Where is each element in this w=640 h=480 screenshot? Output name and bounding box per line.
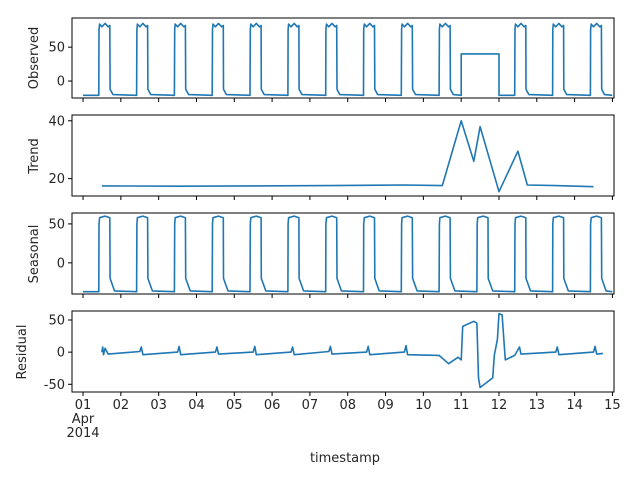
observed-line <box>83 22 613 97</box>
residual-y-tick-label: 0 <box>57 346 65 361</box>
x-tick-label: 07 <box>302 398 319 413</box>
seasonal-y-ticks: 0 50 <box>48 217 72 271</box>
residual-series <box>101 312 604 389</box>
observed-x-ticks <box>82 98 613 102</box>
trend-y-axis-label: Trend <box>27 138 42 175</box>
observed-y-axis-label: Observed <box>27 27 42 90</box>
residual-line <box>101 312 604 389</box>
x-tick-label: 12 <box>491 398 508 413</box>
trend-line <box>101 120 594 193</box>
x-tick-label: 10 <box>415 398 432 413</box>
residual-y-tick-label: 50 <box>48 314 65 329</box>
x-tick-label: 05 <box>226 398 243 413</box>
x-axis-label: timestamp <box>310 451 380 466</box>
x-tick-label: 06 <box>264 398 281 413</box>
x-tick-label: 15 <box>604 398 621 413</box>
residual-y-tick-label: -50 <box>44 378 65 393</box>
seasonal-line <box>83 215 613 293</box>
residual-y-ticks: -50 0 50 <box>44 314 72 393</box>
x-tick-label: 03 <box>150 398 167 413</box>
seasonal-x-ticks <box>82 294 613 298</box>
observed-series <box>83 22 613 97</box>
trend-y-tick-label: 40 <box>48 114 65 129</box>
x-tick-label: 11 <box>453 398 470 413</box>
x-tick-label: 01 <box>75 398 92 413</box>
observed-y-ticks: 0 50 <box>48 41 72 90</box>
x-tick-label: 14 <box>566 398 583 413</box>
observed-panel: 0 50 Observed <box>27 17 615 102</box>
seasonal-panel: 0 50 Seasonal <box>27 212 615 298</box>
observed-y-tick-label: 0 <box>57 75 65 90</box>
trend-x-ticks <box>82 196 613 200</box>
seasonal-series <box>83 215 613 293</box>
observed-axes-frame <box>71 17 615 99</box>
x-tick-label: 02 <box>113 398 130 413</box>
residual-axes-frame <box>71 310 615 393</box>
trend-axes-frame <box>71 114 615 197</box>
seasonal-axes-frame <box>71 212 615 295</box>
trend-y-tick-label: 20 <box>48 172 65 187</box>
trend-series <box>101 120 594 193</box>
residual-panel: -50 0 50 Residual <box>15 310 615 396</box>
observed-y-tick-label: 50 <box>48 41 65 56</box>
seasonal-y-tick-label: 0 <box>57 256 65 271</box>
x-tick-label: 2014 <box>66 426 99 441</box>
x-tick-label: 09 <box>377 398 394 413</box>
x-tick-label: 08 <box>339 398 356 413</box>
x-tick-label: Apr <box>72 412 95 427</box>
seasonal-y-tick-label: 50 <box>48 217 65 232</box>
residual-y-axis-label: Residual <box>15 325 30 380</box>
seasonal-y-axis-label: Seasonal <box>27 225 42 284</box>
residual-x-ticks <box>82 392 613 396</box>
x-tick-label: 04 <box>188 398 205 413</box>
x-tick-label: 13 <box>529 398 546 413</box>
